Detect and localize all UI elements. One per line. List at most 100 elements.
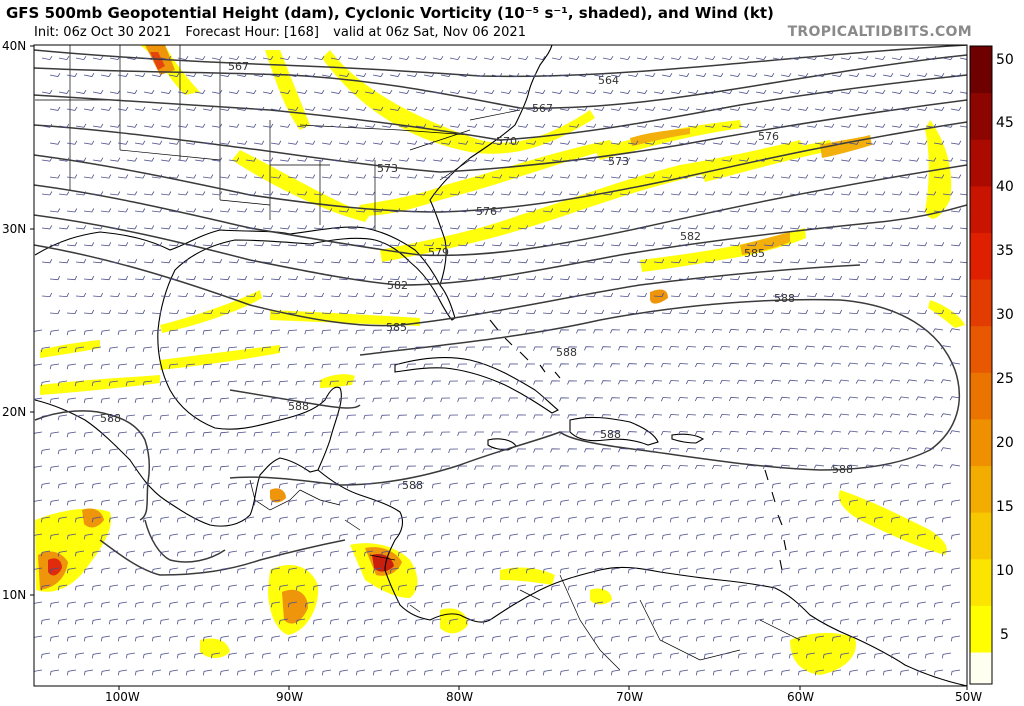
wind-barb bbox=[151, 499, 162, 506]
wind-barb bbox=[525, 669, 536, 676]
wind-barb bbox=[678, 242, 690, 247]
wind-barb bbox=[652, 618, 663, 625]
wind-barb bbox=[508, 174, 520, 179]
wind-barb bbox=[814, 174, 826, 179]
wind-barb bbox=[159, 380, 170, 386]
wind-barb bbox=[848, 106, 860, 111]
wind-barb bbox=[219, 106, 231, 111]
wind-barb bbox=[551, 157, 563, 162]
wind-barb bbox=[933, 309, 945, 315]
wind-barb bbox=[855, 413, 867, 418]
wind-barb bbox=[704, 55, 716, 61]
contour-label: 588 bbox=[832, 463, 853, 476]
lat-label-10n: 10N bbox=[2, 588, 26, 602]
wind-barb bbox=[838, 413, 850, 418]
wind-barb bbox=[380, 652, 391, 659]
wind-barb bbox=[202, 601, 213, 608]
wind-barb bbox=[261, 652, 272, 659]
wind-barb bbox=[397, 584, 408, 591]
wind-barb bbox=[534, 157, 546, 162]
wind-barb bbox=[159, 448, 170, 454]
wind-barb bbox=[74, 652, 85, 659]
wind-barb bbox=[100, 329, 111, 336]
wind-barb bbox=[228, 225, 240, 230]
wind-barb bbox=[855, 379, 867, 384]
wind-barb bbox=[75, 55, 87, 61]
wind-barb bbox=[619, 259, 631, 264]
wind-barb bbox=[380, 448, 391, 454]
wind-barb bbox=[950, 275, 962, 281]
wind-barb bbox=[346, 618, 357, 625]
wind-barb bbox=[729, 669, 740, 676]
wind-barb bbox=[933, 242, 945, 247]
wind-barb bbox=[74, 550, 85, 557]
wind-barb bbox=[117, 242, 129, 247]
wind-barb bbox=[610, 106, 622, 111]
wind-barb bbox=[83, 72, 95, 77]
wind-barb bbox=[423, 499, 434, 506]
wind-barb bbox=[380, 584, 391, 591]
wind-barb bbox=[321, 567, 332, 574]
wind-barb bbox=[117, 174, 129, 179]
wind-barb bbox=[109, 225, 121, 230]
wind-barb bbox=[228, 259, 240, 264]
wind-barb bbox=[474, 567, 485, 574]
wind-barb bbox=[610, 533, 621, 540]
wind-barb bbox=[372, 309, 384, 315]
wind-barb bbox=[534, 191, 546, 196]
wind-barb bbox=[508, 533, 519, 540]
wind-barb bbox=[627, 567, 638, 574]
wind-barb bbox=[668, 346, 680, 351]
wind-barb bbox=[932, 396, 944, 401]
wind-barb bbox=[329, 346, 340, 352]
wind-barb bbox=[49, 431, 60, 438]
wind-barb bbox=[712, 72, 724, 77]
wind-barb bbox=[695, 635, 706, 642]
wind-barb bbox=[508, 208, 520, 213]
wind-barb bbox=[355, 499, 366, 506]
wind-barb bbox=[143, 157, 155, 162]
wind-barb bbox=[108, 584, 119, 591]
wind-barb bbox=[780, 499, 791, 506]
wind-barb bbox=[168, 106, 180, 111]
wind-barb bbox=[924, 618, 935, 625]
wind-barb bbox=[474, 533, 485, 540]
wind-barb bbox=[950, 140, 962, 145]
wind-barb bbox=[389, 533, 400, 540]
wind-barb bbox=[194, 157, 206, 162]
wind-barb bbox=[347, 55, 359, 61]
wind-barb bbox=[533, 380, 544, 385]
vorticity-band bbox=[630, 128, 690, 146]
wind-barb bbox=[389, 106, 401, 111]
wind-barb bbox=[125, 584, 136, 591]
wind-barb bbox=[891, 123, 903, 128]
wind-barb bbox=[440, 329, 451, 335]
wind-barb bbox=[270, 465, 281, 471]
wind-barb bbox=[779, 396, 791, 401]
wind-barb bbox=[270, 431, 281, 437]
wind-barb bbox=[117, 431, 128, 437]
wind-barb bbox=[83, 567, 94, 574]
wind-barb bbox=[194, 191, 206, 196]
wind-barb bbox=[772, 259, 784, 264]
wind-barb bbox=[168, 329, 179, 335]
wind-barb bbox=[92, 292, 104, 298]
wind-barb bbox=[721, 191, 733, 196]
wind-barb bbox=[661, 106, 673, 111]
wind-barb bbox=[151, 140, 163, 145]
wind-barb bbox=[678, 669, 689, 676]
wind-barb bbox=[746, 635, 757, 642]
wind-barb bbox=[202, 329, 213, 335]
wind-barb bbox=[916, 275, 928, 281]
wind-barb bbox=[763, 601, 774, 608]
wind-barb bbox=[619, 292, 631, 298]
wind-barb bbox=[779, 328, 791, 333]
wind-barb bbox=[168, 465, 179, 471]
wind-barb bbox=[542, 275, 554, 281]
contour-label: 585 bbox=[744, 247, 765, 260]
colorbar-tick-label: 25 bbox=[996, 371, 1014, 387]
wind-barb bbox=[711, 430, 723, 436]
wind-barb bbox=[695, 208, 707, 213]
wind-barb bbox=[788, 550, 799, 557]
wind-barb bbox=[669, 584, 680, 591]
